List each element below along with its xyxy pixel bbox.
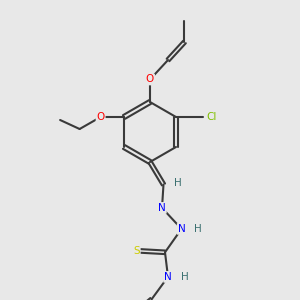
Text: H: H [174, 178, 182, 188]
Text: N: N [178, 224, 185, 234]
Text: H: H [194, 224, 202, 234]
Text: S: S [133, 246, 140, 256]
Text: H: H [181, 272, 188, 282]
Text: O: O [146, 74, 154, 85]
Text: O: O [97, 112, 105, 122]
Text: N: N [158, 203, 166, 213]
Text: Cl: Cl [207, 112, 217, 122]
Text: N: N [164, 272, 172, 282]
